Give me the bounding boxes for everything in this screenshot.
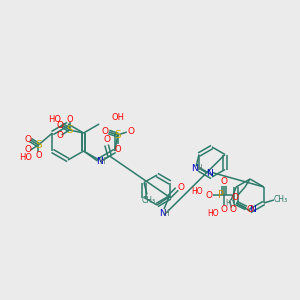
Text: O: O bbox=[247, 206, 254, 214]
Text: HO: HO bbox=[20, 154, 32, 163]
Text: S: S bbox=[35, 140, 42, 150]
Text: O: O bbox=[220, 205, 227, 214]
Text: O: O bbox=[230, 205, 237, 214]
Text: N: N bbox=[250, 205, 256, 214]
Text: N: N bbox=[206, 169, 212, 178]
Text: HO: HO bbox=[191, 187, 203, 196]
Text: O: O bbox=[206, 190, 212, 200]
Text: S: S bbox=[115, 130, 121, 140]
Text: O: O bbox=[66, 115, 73, 124]
Text: N: N bbox=[96, 158, 103, 166]
Text: HO: HO bbox=[207, 209, 219, 218]
Text: OH: OH bbox=[111, 112, 124, 122]
Text: CH₃: CH₃ bbox=[142, 196, 156, 205]
Text: N: N bbox=[190, 164, 197, 173]
Text: P: P bbox=[218, 190, 224, 200]
Text: H: H bbox=[163, 208, 169, 217]
Text: O: O bbox=[25, 146, 32, 154]
Text: S: S bbox=[66, 125, 73, 135]
Text: O: O bbox=[101, 128, 108, 136]
Text: O: O bbox=[25, 136, 32, 145]
Text: O: O bbox=[35, 151, 42, 160]
Text: O: O bbox=[232, 193, 238, 202]
Text: H: H bbox=[196, 164, 202, 173]
Text: O: O bbox=[56, 130, 63, 140]
Text: O: O bbox=[178, 182, 184, 191]
Text: HO: HO bbox=[49, 115, 62, 124]
Text: O: O bbox=[127, 128, 134, 136]
Text: CH₃: CH₃ bbox=[274, 194, 288, 203]
Text: O: O bbox=[220, 178, 227, 187]
Text: O: O bbox=[115, 145, 121, 154]
Text: O: O bbox=[56, 121, 63, 130]
Text: O: O bbox=[103, 136, 110, 145]
Text: H: H bbox=[100, 158, 106, 166]
Text: N: N bbox=[159, 208, 165, 217]
Text: H: H bbox=[225, 200, 231, 208]
